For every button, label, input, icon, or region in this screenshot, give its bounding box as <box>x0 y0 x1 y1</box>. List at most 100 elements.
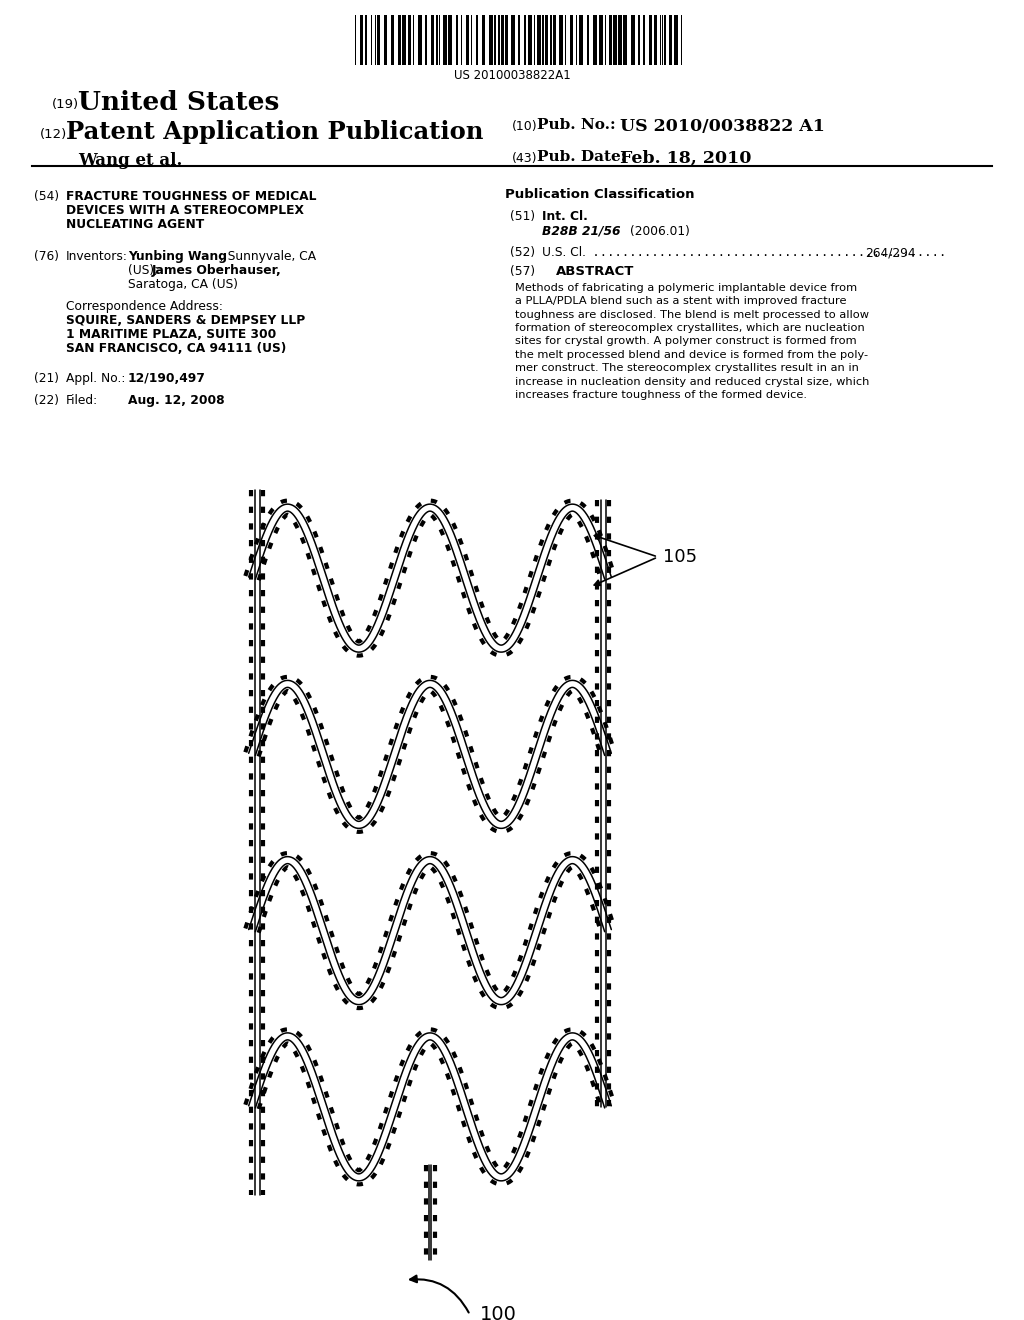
Bar <box>654 15 657 65</box>
Bar <box>482 15 485 65</box>
Bar <box>436 15 438 65</box>
Bar <box>553 15 556 65</box>
Bar <box>456 15 458 65</box>
Text: ABSTRACT: ABSTRACT <box>556 265 634 279</box>
Text: (12): (12) <box>40 128 68 141</box>
Bar <box>398 15 401 65</box>
Text: Wang et al.: Wang et al. <box>78 152 182 169</box>
Text: 105: 105 <box>663 548 697 566</box>
Polygon shape <box>597 500 609 1107</box>
Bar <box>501 15 504 65</box>
Bar <box>431 15 434 65</box>
Bar <box>365 15 367 65</box>
Text: (19): (19) <box>52 98 79 111</box>
Text: Filed:: Filed: <box>66 393 98 407</box>
Bar <box>518 15 520 65</box>
Text: United States: United States <box>78 90 280 115</box>
Text: US 20100038822A1: US 20100038822A1 <box>454 69 570 82</box>
Text: Pub. Date:: Pub. Date: <box>537 150 627 164</box>
Bar <box>550 15 552 65</box>
Bar <box>613 15 617 65</box>
Bar <box>542 15 544 65</box>
Bar <box>623 15 627 65</box>
Text: (57): (57) <box>510 265 536 279</box>
Bar <box>664 15 666 65</box>
Text: SQUIRE, SANDERS & DEMPSEY LLP: SQUIRE, SANDERS & DEMPSEY LLP <box>66 314 305 327</box>
Polygon shape <box>426 1166 434 1261</box>
Bar <box>618 15 622 65</box>
Bar <box>559 15 563 65</box>
Text: Int. Cl.: Int. Cl. <box>542 210 588 223</box>
Text: 264/294: 264/294 <box>865 246 915 259</box>
Bar <box>674 15 678 65</box>
Text: (54): (54) <box>34 190 59 203</box>
Bar <box>360 15 362 65</box>
Bar <box>489 15 493 65</box>
Polygon shape <box>251 490 263 1195</box>
Text: Correspondence Address:: Correspondence Address: <box>66 300 223 313</box>
Bar <box>443 15 447 65</box>
Bar <box>631 15 635 65</box>
Text: (US);: (US); <box>128 264 162 277</box>
Bar <box>579 15 583 65</box>
Text: 100: 100 <box>480 1305 517 1320</box>
Text: Yunbing Wang: Yunbing Wang <box>128 249 227 263</box>
Text: (10): (10) <box>512 120 538 133</box>
Text: (76): (76) <box>34 249 59 263</box>
Text: (22): (22) <box>34 393 59 407</box>
Bar <box>537 15 541 65</box>
Bar <box>377 15 380 65</box>
Bar <box>609 15 612 65</box>
Text: B28B 21/56: B28B 21/56 <box>542 224 621 238</box>
Bar <box>402 15 406 65</box>
Text: (52): (52) <box>510 246 536 259</box>
Polygon shape <box>246 677 614 832</box>
Text: (21): (21) <box>34 372 59 385</box>
Text: James Oberhauser,: James Oberhauser, <box>152 264 282 277</box>
Bar <box>418 15 422 65</box>
Text: (43): (43) <box>512 152 538 165</box>
Polygon shape <box>246 1030 614 1184</box>
Bar <box>643 15 645 65</box>
Text: SAN FRANCISCO, CA 94111 (US): SAN FRANCISCO, CA 94111 (US) <box>66 342 287 355</box>
Bar <box>505 15 508 65</box>
Text: U.S. Cl.: U.S. Cl. <box>542 246 586 259</box>
Text: (2006.01): (2006.01) <box>630 224 690 238</box>
Text: Appl. No.:: Appl. No.: <box>66 372 125 385</box>
Text: 12/190,497: 12/190,497 <box>128 372 206 385</box>
Text: NUCLEATING AGENT: NUCLEATING AGENT <box>66 218 204 231</box>
Text: Patent Application Publication: Patent Application Publication <box>66 120 483 144</box>
Bar <box>476 15 478 65</box>
Text: US 2010/0038822 A1: US 2010/0038822 A1 <box>620 117 825 135</box>
Text: Saratoga, CA (US): Saratoga, CA (US) <box>128 279 238 290</box>
Bar <box>570 15 573 65</box>
Text: Publication Classification: Publication Classification <box>505 187 694 201</box>
Text: 1 MARITIME PLAZA, SUITE 300: 1 MARITIME PLAZA, SUITE 300 <box>66 327 276 341</box>
Text: Feb. 18, 2010: Feb. 18, 2010 <box>620 150 752 168</box>
Bar <box>494 15 496 65</box>
Polygon shape <box>246 500 614 656</box>
Text: Methods of fabricating a polymeric implantable device from
a PLLA/PDLA blend suc: Methods of fabricating a polymeric impla… <box>515 282 869 400</box>
Bar <box>528 15 532 65</box>
Bar <box>669 15 672 65</box>
Bar <box>593 15 597 65</box>
Bar <box>638 15 640 65</box>
Bar <box>545 15 548 65</box>
Bar <box>408 15 411 65</box>
Text: Aug. 12, 2008: Aug. 12, 2008 <box>128 393 224 407</box>
Text: Inventors:: Inventors: <box>66 249 128 263</box>
Bar <box>511 15 515 65</box>
Bar <box>384 15 387 65</box>
Bar <box>449 15 452 65</box>
Polygon shape <box>246 853 614 1008</box>
Bar <box>391 15 394 65</box>
Text: Pub. No.:: Pub. No.: <box>537 117 615 132</box>
Bar <box>466 15 469 65</box>
Bar <box>498 15 500 65</box>
Text: , Sunnyvale, CA: , Sunnyvale, CA <box>220 249 316 263</box>
Bar <box>524 15 526 65</box>
Text: FRACTURE TOUGHNESS OF MEDICAL: FRACTURE TOUGHNESS OF MEDICAL <box>66 190 316 203</box>
Bar <box>587 15 589 65</box>
Text: DEVICES WITH A STEREOCOMPLEX: DEVICES WITH A STEREOCOMPLEX <box>66 205 304 216</box>
Text: (51): (51) <box>510 210 536 223</box>
